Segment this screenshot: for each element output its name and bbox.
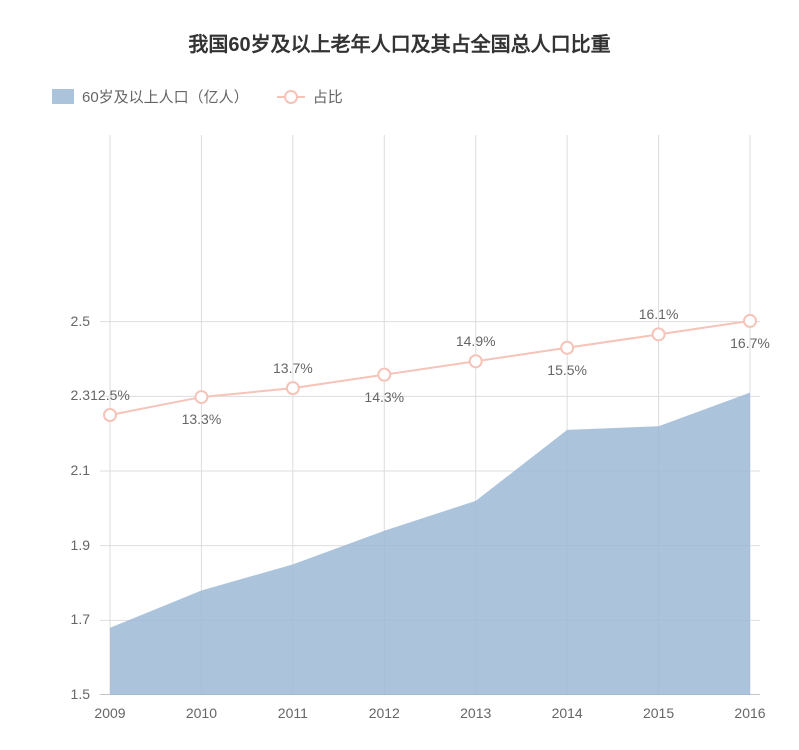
y-tick-label: 1.9 <box>50 537 90 553</box>
legend-item-area: 60岁及以上人口（亿人） <box>52 86 249 107</box>
x-tick-label: 2011 <box>268 705 318 721</box>
x-tick-label: 2010 <box>176 705 226 721</box>
legend-label-area: 60岁及以上人口（亿人） <box>82 86 249 107</box>
line-data-label: 13.3% <box>182 411 222 427</box>
legend-label-line: 占比 <box>313 86 343 107</box>
legend: 60岁及以上人口（亿人） 占比 <box>52 86 343 107</box>
x-tick-label: 2012 <box>359 705 409 721</box>
legend-swatch-area <box>52 89 74 104</box>
legend-swatch-line <box>277 90 305 104</box>
y-tick-label: 1.5 <box>50 686 90 702</box>
y-tick-label: 2.3 <box>50 387 90 403</box>
line-data-label: 12.5% <box>90 387 130 403</box>
x-tick-label: 2016 <box>725 705 775 721</box>
y-tick-label: 1.7 <box>50 611 90 627</box>
y-tick-label: 2.1 <box>50 462 90 478</box>
x-tick-label: 2009 <box>85 705 135 721</box>
legend-item-line: 占比 <box>277 86 343 107</box>
line-data-label: 16.1% <box>639 306 679 322</box>
x-tick-label: 2015 <box>634 705 684 721</box>
x-tick-label: 2013 <box>451 705 501 721</box>
chart-title: 我国60岁及以上老年人口及其占全国总人口比重 <box>0 28 799 57</box>
line-data-label: 14.9% <box>456 333 496 349</box>
line-data-label: 14.3% <box>364 389 404 405</box>
line-data-label: 16.7% <box>730 335 770 351</box>
x-tick-label: 2014 <box>542 705 592 721</box>
line-data-label: 13.7% <box>273 360 313 376</box>
line-data-label: 15.5% <box>547 362 587 378</box>
chart-container: 我国60岁及以上老年人口及其占全国总人口比重 60岁及以上人口（亿人） 占比 1… <box>0 0 799 750</box>
y-tick-label: 2.5 <box>50 313 90 329</box>
